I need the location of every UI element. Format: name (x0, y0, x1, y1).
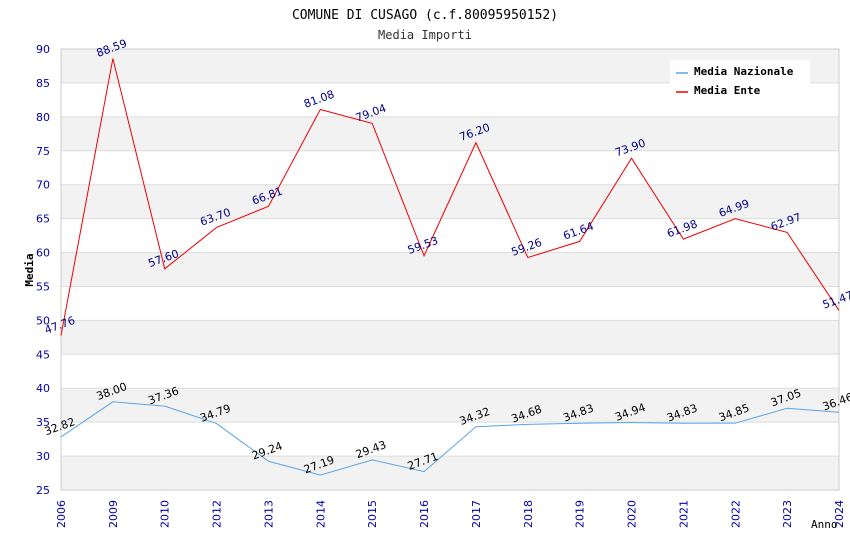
y-tick-label: 75 (36, 145, 50, 158)
data-label: 61.64 (561, 220, 595, 243)
plot-band (61, 320, 839, 355)
y-tick-label: 70 (36, 179, 50, 192)
y-tick-label: 40 (36, 382, 50, 395)
y-tick-label: 90 (36, 43, 50, 56)
plot-background-bands (61, 49, 839, 490)
y-tick-label: 50 (36, 314, 50, 327)
x-tick-label: 2023 (781, 500, 794, 528)
x-tick-label: 2013 (262, 500, 275, 528)
y-tick-label: 30 (36, 450, 50, 463)
x-tick-label: 2009 (107, 500, 120, 528)
x-axis-ticks: 2006 2009 2010 2012 2013 2014 2015 2016 2017 2018… (55, 500, 846, 528)
x-axis-title: Anno (811, 518, 838, 531)
y-tick-label: 80 (36, 111, 50, 124)
y-tick-label: 60 (36, 247, 50, 260)
data-label: 81.08 (302, 88, 336, 111)
plot-band (61, 252, 839, 287)
x-tick-label: 2012 (211, 500, 224, 528)
x-tick-label: 2024 (833, 500, 846, 528)
series-lines (60, 58, 840, 476)
y-tick-label: 85 (36, 77, 50, 90)
data-label: 51.47 (821, 289, 850, 312)
legend-label-ente: Media Ente (694, 84, 761, 97)
x-tick-label: 2021 (677, 500, 690, 528)
y-axis-title: Media (23, 253, 36, 286)
x-tick-label: 2006 (55, 500, 68, 528)
y-axis-ticks: 25 30 35 40 45 50 55 60 65 70 75 80 85 90 (36, 43, 50, 497)
plot-band (61, 456, 839, 490)
legend-label-nazionale: Media Nazionale (694, 65, 794, 78)
y-tick-label: 55 (36, 280, 50, 293)
x-tick-label: 2010 (159, 500, 172, 528)
y-tick-label: 25 (36, 484, 50, 497)
x-tick-label: 2017 (470, 500, 483, 528)
x-tick-label: 2018 (522, 500, 535, 528)
y-tick-label: 35 (36, 416, 50, 429)
plot-band (61, 388, 839, 423)
chart-subtitle: Media Importi (378, 28, 472, 42)
x-tick-label: 2016 (418, 500, 431, 528)
y-tick-label: 45 (36, 348, 50, 361)
plot-band (61, 116, 839, 151)
x-tick-label: 2015 (366, 500, 379, 528)
series-line-ente (60, 58, 840, 336)
x-tick-label: 2019 (574, 500, 587, 528)
x-tick-label: 2022 (729, 500, 742, 528)
plot-band (61, 184, 839, 219)
x-tick-label: 2014 (314, 500, 327, 528)
series-line-nazionale (60, 401, 840, 476)
legend: Media Nazionale Media Ente (670, 60, 810, 102)
plot-frame (60, 48, 840, 491)
x-tick-label: 2020 (626, 500, 639, 528)
chart-title: COMUNE DI CUSAGO (c.f.80095950152) (292, 8, 558, 23)
y-tick-label: 65 (36, 213, 50, 226)
legend-box (670, 60, 810, 102)
